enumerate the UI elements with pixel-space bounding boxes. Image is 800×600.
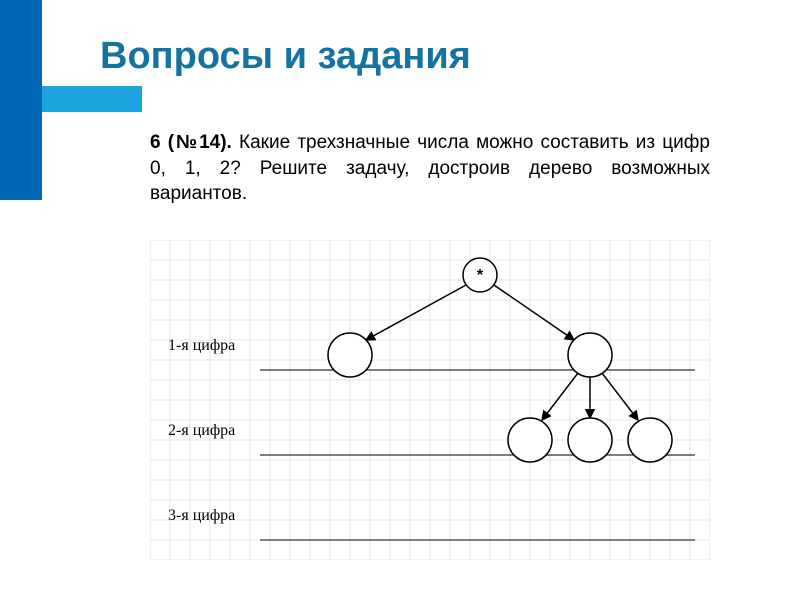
question-text: 6 (№14). Какие трехзначные числа можно с…: [150, 130, 710, 207]
header-underline: [42, 86, 142, 112]
question-body: Какие трехзначные числа можно составить …: [150, 132, 710, 204]
svg-text:*: *: [477, 267, 484, 284]
svg-text:3-я цифра: 3-я цифра: [168, 507, 235, 524]
page-title: Вопросы и задания: [100, 35, 471, 78]
tree-diagram: 1-я цифра 2-я цифра 3-я цифра *: [150, 240, 710, 560]
left-accent-bar: [0, 0, 42, 200]
svg-text:1-я цифра: 1-я цифра: [168, 337, 235, 354]
diagram-svg: 1-я цифра 2-я цифра 3-я цифра *: [150, 240, 710, 560]
question-number: 6 (№14).: [150, 132, 232, 153]
svg-text:2-я цифра: 2-я цифра: [168, 422, 235, 439]
